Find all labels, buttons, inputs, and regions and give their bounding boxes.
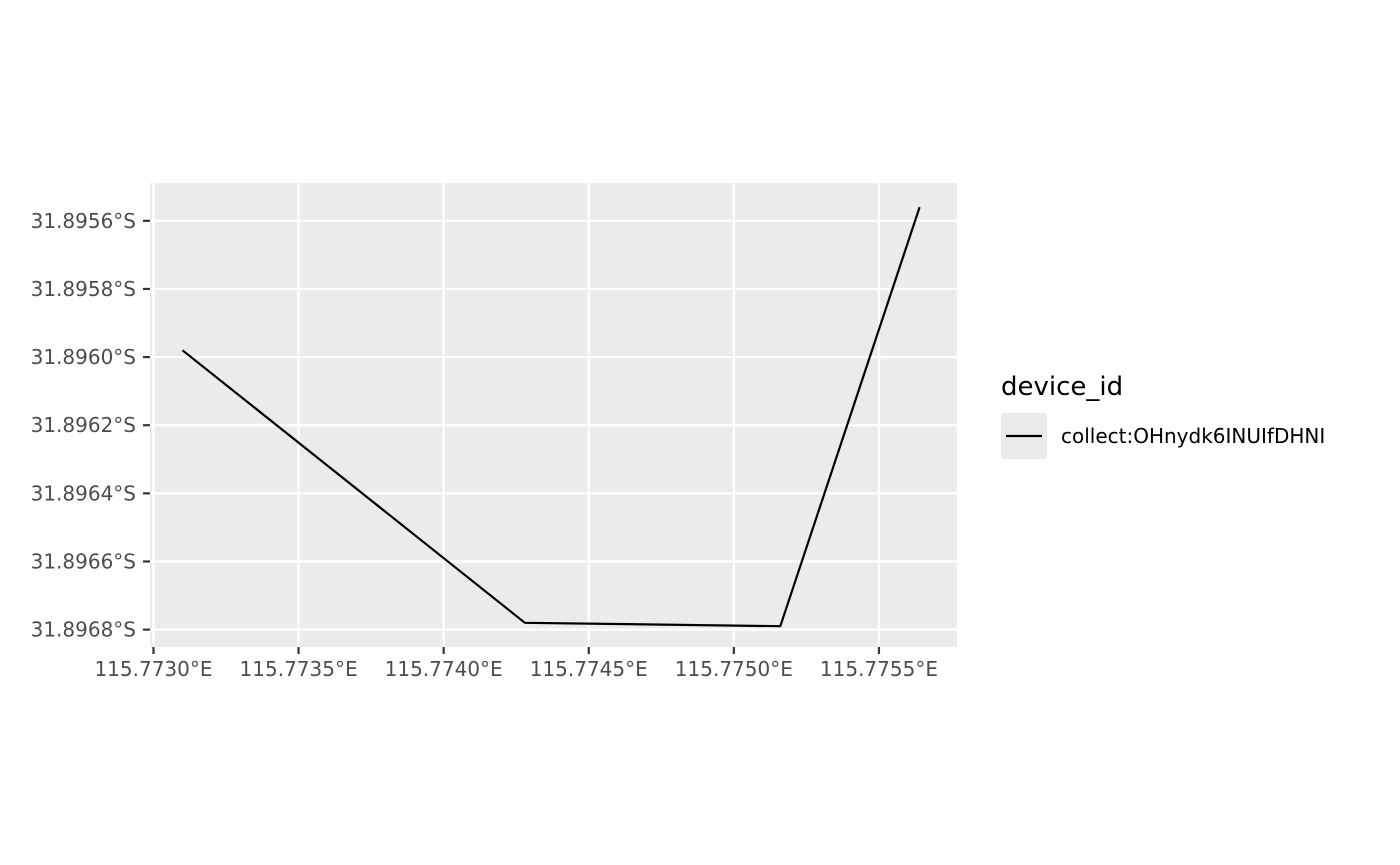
y-tick-label: 31.8958°S bbox=[31, 277, 136, 301]
y-tick-label: 31.8962°S bbox=[31, 413, 136, 437]
x-tick-label: 115.7755°E bbox=[820, 657, 938, 681]
y-tick-label: 31.8960°S bbox=[31, 345, 136, 369]
x-tick-label: 115.7745°E bbox=[530, 657, 648, 681]
x-tick-label: 115.7730°E bbox=[94, 657, 212, 681]
x-tick-label: 115.7735°E bbox=[240, 657, 358, 681]
plot-panel bbox=[150, 183, 957, 647]
legend: device_id collect:OHnydk6INUIfDHNI bbox=[1001, 372, 1325, 459]
x-tick-label: 115.7740°E bbox=[385, 657, 503, 681]
axis-layer: 115.7730°E 115.7735°E 115.7740°E 115.7745°E… bbox=[31, 209, 938, 681]
legend-title: device_id bbox=[1001, 372, 1123, 402]
y-tick-label: 31.8968°S bbox=[31, 618, 136, 642]
x-tick-label: 115.7750°E bbox=[675, 657, 793, 681]
y-tick-label: 31.8964°S bbox=[31, 481, 136, 505]
series-layer bbox=[181, 206, 921, 628]
grid-layer bbox=[150, 183, 957, 647]
y-tick-label: 31.8966°S bbox=[31, 549, 136, 573]
series-line bbox=[181, 206, 921, 628]
legend-entry-label: collect:OHnydk6INUIfDHNI bbox=[1061, 424, 1325, 448]
y-tick-label: 31.8956°S bbox=[31, 209, 136, 233]
